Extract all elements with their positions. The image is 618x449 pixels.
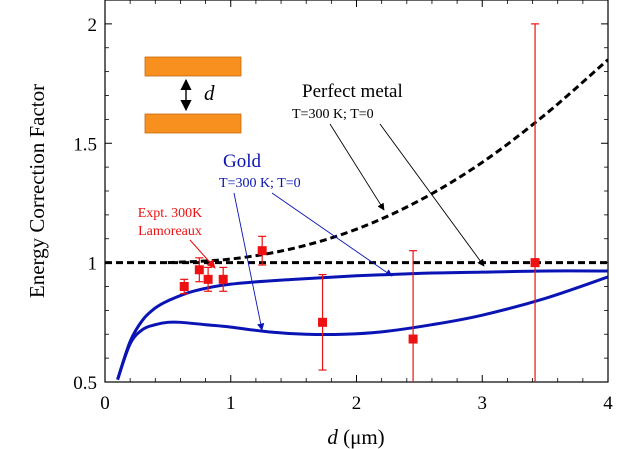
experimental-data [179, 23, 540, 382]
x-axis-label-unit: (μm) [338, 425, 385, 449]
expt-point [203, 274, 213, 284]
expt-point [318, 317, 328, 327]
y-axis-ticks: 0.5 1 1.5 2 [73, 15, 608, 394]
x-axis-ticks: 0 1 2 3 4 [100, 0, 613, 414]
gold-annotation: Gold T=300 K; T=0 [219, 151, 393, 331]
x-tick-label: 1 [226, 393, 236, 414]
y-tick-label: 2 [88, 15, 98, 36]
inset-gap-label: d [204, 81, 215, 105]
perfect-metal-arrow-300k [329, 123, 385, 211]
gold-title: Gold [223, 151, 262, 172]
y-tick-label: 1 [88, 254, 98, 275]
inset-plates: d [144, 56, 242, 134]
inset-bottom-plate [144, 113, 242, 134]
perfect-metal-title: Perfect metal [302, 81, 403, 102]
perfect-metal-annotation: Perfect metal T=300 K; T=0 [292, 81, 485, 267]
inset-top-plate [144, 56, 242, 77]
expt-label-line1: Expt. 300K [138, 206, 203, 221]
expt-annotation: Expt. 300K Lamoreaux [138, 206, 216, 269]
x-axis-label: d (μm) [327, 425, 384, 449]
perfect-metal-arrow-t0 [379, 123, 485, 267]
gold-subtitle: T=300 K; T=0 [219, 176, 301, 191]
expt-point [194, 265, 204, 275]
expt-point [218, 274, 228, 284]
expt-point [257, 246, 267, 256]
x-axis-label-italic: d [327, 425, 338, 449]
x-tick-label: 0 [100, 393, 110, 414]
curves [105, 58, 608, 381]
x-tick-label: 2 [352, 393, 362, 414]
series-line-3 [116, 269, 608, 381]
expt-arrow [189, 239, 216, 269]
expt-point [179, 282, 189, 291]
y-tick-label: 1.5 [73, 134, 97, 155]
expt-label-line2: Lamoreaux [138, 224, 202, 239]
perfect-metal-subtitle: T=300 K; T=0 [292, 107, 374, 122]
series-line-2 [116, 275, 608, 381]
expt-point [408, 334, 418, 344]
gold-arrow-t0 [271, 192, 393, 277]
x-tick-label: 4 [603, 393, 613, 414]
x-tick-label: 3 [478, 393, 488, 414]
expt-point [530, 258, 540, 268]
y-tick-label: 0.5 [73, 373, 97, 394]
y-axis-label: Energy Correction Factor [25, 84, 49, 298]
gold-arrow-300k [233, 192, 265, 331]
